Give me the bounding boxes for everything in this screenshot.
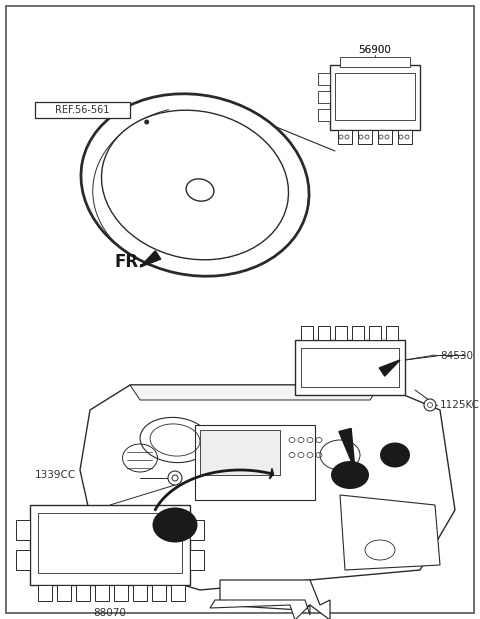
Ellipse shape: [168, 471, 182, 485]
Polygon shape: [80, 385, 455, 590]
Bar: [38, 585, 52, 601]
Text: 56900: 56900: [359, 45, 391, 55]
Bar: [338, 130, 352, 144]
Bar: [378, 130, 392, 144]
Polygon shape: [220, 580, 330, 619]
Ellipse shape: [81, 93, 309, 276]
Bar: [133, 585, 147, 601]
Polygon shape: [140, 251, 161, 267]
Polygon shape: [340, 495, 440, 570]
Bar: [335, 326, 347, 340]
Bar: [330, 65, 420, 130]
Polygon shape: [210, 600, 310, 619]
Bar: [95, 585, 109, 601]
Bar: [318, 109, 330, 121]
Bar: [16, 520, 30, 540]
Bar: [295, 340, 405, 395]
Ellipse shape: [331, 461, 369, 489]
Text: 88070: 88070: [94, 608, 126, 618]
Text: REF.56-561: REF.56-561: [55, 105, 110, 115]
Bar: [335, 73, 415, 120]
Bar: [171, 585, 185, 601]
Bar: [352, 326, 364, 340]
Bar: [398, 130, 412, 144]
Text: 1339CC: 1339CC: [35, 470, 76, 480]
Ellipse shape: [256, 124, 261, 129]
Bar: [16, 550, 30, 570]
Bar: [190, 550, 204, 570]
Ellipse shape: [424, 399, 436, 411]
Polygon shape: [270, 469, 274, 479]
Bar: [386, 326, 398, 340]
Bar: [76, 585, 90, 601]
Bar: [318, 326, 330, 340]
Bar: [200, 430, 280, 475]
Text: FR.: FR.: [370, 346, 401, 364]
Bar: [57, 585, 71, 601]
Ellipse shape: [186, 179, 214, 201]
Ellipse shape: [144, 119, 149, 124]
Bar: [340, 57, 410, 67]
Bar: [30, 505, 190, 585]
Bar: [38, 513, 182, 573]
Bar: [35, 102, 130, 118]
Bar: [152, 585, 166, 601]
Bar: [318, 73, 330, 85]
Bar: [195, 425, 315, 500]
Text: 84530: 84530: [440, 351, 473, 361]
Bar: [301, 348, 399, 387]
Bar: [318, 91, 330, 103]
Ellipse shape: [101, 110, 288, 260]
Text: 56900: 56900: [359, 45, 391, 55]
Bar: [358, 130, 372, 144]
Bar: [301, 326, 313, 340]
Text: FR.: FR.: [115, 253, 146, 271]
Polygon shape: [379, 360, 400, 376]
Bar: [369, 326, 381, 340]
Bar: [114, 585, 128, 601]
Polygon shape: [130, 385, 380, 400]
Ellipse shape: [172, 475, 178, 481]
Ellipse shape: [153, 508, 197, 542]
Ellipse shape: [380, 443, 410, 467]
Bar: [190, 520, 204, 540]
Text: 1125KC: 1125KC: [440, 400, 480, 410]
Polygon shape: [339, 428, 355, 470]
